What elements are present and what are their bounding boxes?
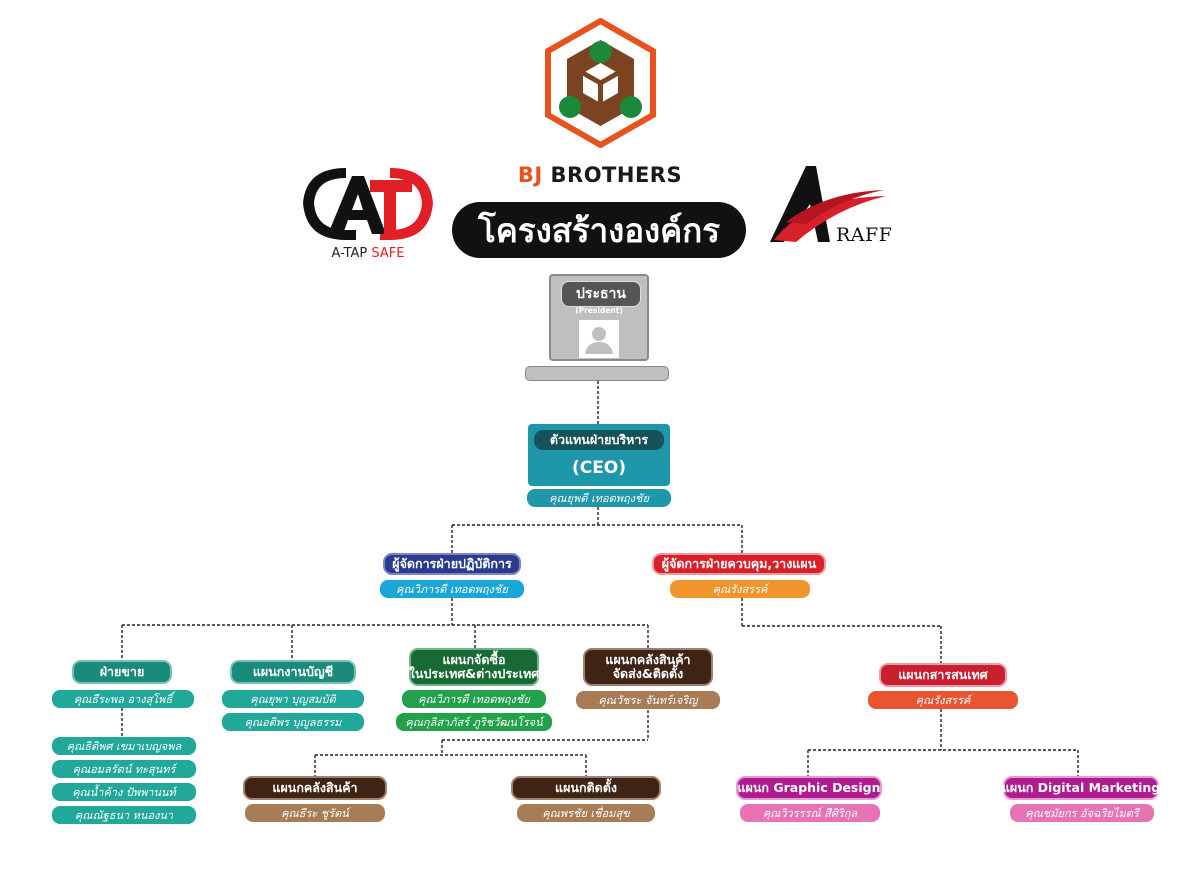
warehouse-sub-name: คุณธีระ ชูรัตน์: [245, 804, 385, 822]
araff-logo: [770, 166, 886, 242]
warehouse-title: แผนกคลังสินค้า จัดส่ง&ติดตั้ง: [583, 648, 713, 686]
sales-staff-2: คุณอมลรัตน์ ทะสุนทร์: [52, 760, 196, 778]
purchasing-title-line2: ในประเทศ&ต่างประเทศ: [408, 666, 540, 681]
it-title: แผนกสารสนเทศ: [879, 663, 1007, 687]
page-title: โครงสร้างองค์กร: [452, 202, 746, 258]
purchasing-title-line1: แผนกจัดซื้อ: [442, 652, 506, 667]
warehouse-sub-title: แผนกคลังสินค้า: [243, 776, 387, 800]
araff-wordmark: RAFF: [836, 224, 893, 246]
warehouse-name: คุณวัชระ จันทร์เจริญ: [576, 691, 720, 709]
atap-safe-logo: [303, 168, 433, 240]
accounting-staff-2: คุณอติพร บุญูลธรรม: [222, 713, 364, 731]
atap-wordmark: A-TAP SAFE: [298, 246, 438, 261]
purchasing-staff-2: คุณกุลิสาภัสร์ ภูริชวัฒนโรจน์: [396, 713, 552, 731]
sales-staff-1: คุณธิติพศ เขมาเบญจพล: [52, 737, 196, 755]
president-sublabel: (President): [575, 306, 623, 315]
planning-manager-name: คุณรังสรรค์: [670, 580, 810, 598]
accounting-title: แผนกงานบัญชี: [230, 660, 356, 684]
warehouse-title-line2: จัดส่ง&ติดตั้ง: [612, 666, 684, 681]
person-icon: [579, 320, 619, 358]
ops-manager-name: คุณวิภารดี เทอดพฤงชัย: [380, 580, 524, 598]
sales-staff-4: คุณณัฐธนา หนองนา: [52, 806, 196, 824]
bj-brothers-logo: [545, 18, 656, 148]
atap-main-text: A-TAP: [331, 246, 368, 261]
sales-staff-3: คุณน้ำค้าง ปัพพานนท์: [52, 783, 196, 801]
president-label: ประธาน: [561, 281, 641, 307]
digital-marketing-name: คุณชมัยกร อัจฉริยไมตรี: [1010, 804, 1154, 822]
graphic-design-name: คุณวิวรรรณ์ สีศิริกุล: [740, 804, 880, 822]
planning-manager-title: ผู้จัดการฝ่ายควบคุม,วางแผน: [652, 553, 826, 575]
ops-manager-title: ผู้จัดการฝ่ายปฏิบัติการ: [383, 553, 521, 575]
graphic-design-title: แผนก Graphic Design: [736, 776, 882, 800]
accounting-staff-1: คุณยุพา บุญสมบัติ: [222, 690, 364, 708]
ceo-name: คุณยุพดี เทอดพฤงชัย: [527, 489, 671, 507]
it-name: คุณรังสรรค์: [868, 691, 1018, 709]
installation-title: แผนกติดตั้ง: [511, 776, 661, 800]
president-base: [525, 366, 669, 381]
warehouse-title-line1: แผนกคลังสินค้า: [605, 652, 691, 667]
bj-brothers-wordmark: BJ BROTHERS: [517, 163, 683, 187]
bj-brothers-word: BROTHERS: [550, 163, 683, 187]
sales-lead: คุณธีระพล อางสุโพธิ์: [52, 690, 194, 708]
purchasing-staff-1: คุณวิภารดี เทอดพฤงชัย: [402, 690, 546, 708]
purchasing-title: แผนกจัดซื้อ ในประเทศ&ต่างประเทศ: [409, 648, 539, 686]
atap-safe-text: SAFE: [371, 246, 405, 261]
ceo-abbr: (CEO): [571, 458, 627, 478]
sales-title: ฝ่ายขาย: [72, 660, 172, 684]
installation-name: คุณพรชัย เชื่อมสุข: [517, 804, 655, 822]
digital-marketing-title: แผนก Digital Marketing: [1002, 776, 1160, 800]
ceo-title: ตัวแทนฝ่ายบริหาร: [534, 430, 664, 450]
